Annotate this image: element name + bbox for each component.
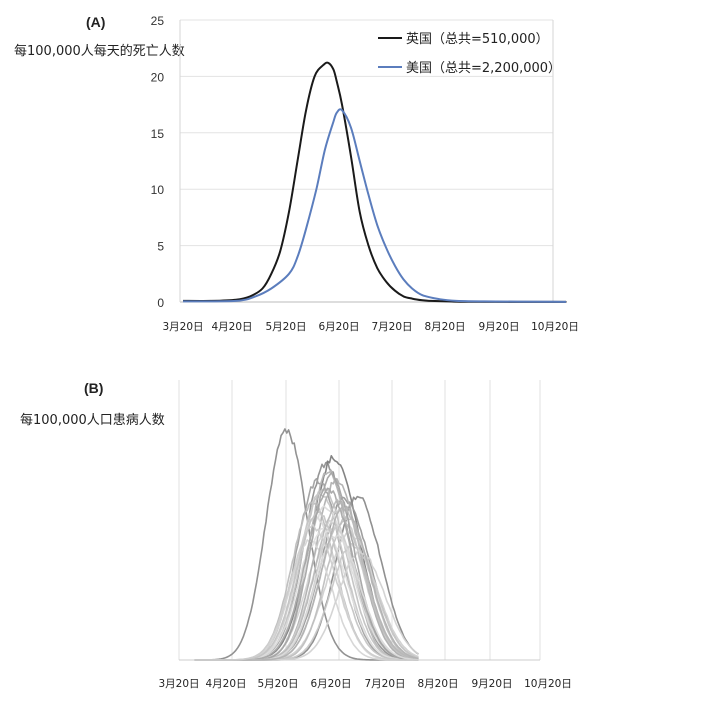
panel-b-x-tick-label: 4月20日 <box>205 678 246 690</box>
panel-a-y-tick-label: 15 <box>151 127 165 141</box>
panel-a-x-tick-label: 7月20日 <box>371 321 412 333</box>
panel-a-x-tick-label: 9月20日 <box>478 321 519 333</box>
panel-b-x-tick-label: 8月20日 <box>417 678 458 690</box>
panel-a-x-tick-label: 4月20日 <box>211 321 252 333</box>
series-line-us <box>183 109 566 302</box>
panel-b-curves <box>195 429 419 660</box>
panel-a-y-tick-label: 20 <box>151 70 165 84</box>
panel-a-x-tick-labels: 3月20日 4月20日 5月20日 6月20日 7月20日 8月20日 9月20日 10月20… <box>162 321 578 333</box>
panel-a-label: (A) <box>86 14 105 30</box>
panel-a-x-tick-label: 6月20日 <box>318 321 359 333</box>
series-line-uk <box>183 63 566 302</box>
panel-b-x-tick-label: 10月20日 <box>524 678 572 690</box>
panel-a-x-tick-label: 8月20日 <box>424 321 465 333</box>
panel-a-y-tick-label: 10 <box>151 183 165 197</box>
panel-a-y-axis-label: 每100,000人每天的死亡人数 <box>14 43 185 59</box>
panel-b-y-axis-label: 每100,000人口患病人数 <box>20 412 165 428</box>
panel-a-series-lines <box>183 63 566 302</box>
panel-a-x-tick-label: 5月20日 <box>265 321 306 333</box>
panel-b-x-tick-label: 7月20日 <box>364 678 405 690</box>
panel-b-label: (B) <box>84 380 103 396</box>
panel-b-x-tick-label: 6月20日 <box>310 678 351 690</box>
panel-b-x-tick-label: 9月20日 <box>471 678 512 690</box>
panel-a-x-tick-label: 10月20日 <box>531 321 579 333</box>
panel-b: (B) 每100,000人口患病人数 3月20日 4月20日 5月20日 6月20日 7… <box>20 380 572 690</box>
panel-a-y-tick-label: 5 <box>157 240 164 254</box>
panel-a-y-tick-label: 25 <box>151 14 165 28</box>
panel-a: (A) 每100,000人每天的死亡人数 0 5 10 15 20 25 3月20日 4月2… <box>14 14 579 333</box>
panel-b-x-tick-label: 3月20日 <box>158 678 199 690</box>
panel-a-legend: 英国（总共=510,000） 美国（总共=2,200,000） <box>378 32 561 76</box>
panel-a-x-tick-label: 3月20日 <box>162 321 203 333</box>
legend-entry-uk: 英国（总共=510,000） <box>406 32 549 47</box>
panel-a-y-tick-label: 0 <box>157 296 164 310</box>
panel-b-x-tick-labels: 3月20日 4月20日 5月20日 6月20日 7月20日 8月20日 9月20日 10月20… <box>158 678 571 690</box>
panel-b-x-tick-label: 5月20日 <box>257 678 298 690</box>
legend-entry-us: 美国（总共=2,200,000） <box>406 61 561 76</box>
